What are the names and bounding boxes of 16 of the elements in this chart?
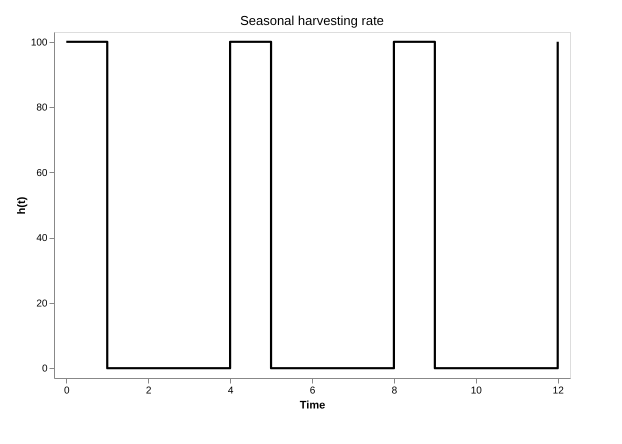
y-tick-label: 40 — [36, 233, 48, 244]
x-tick-label: 10 — [470, 386, 482, 396]
y-axis-title: h(t) — [16, 196, 28, 214]
x-tick-label: 4 — [228, 386, 234, 396]
y-tick-label: 20 — [36, 298, 48, 310]
y-tick-label: 80 — [36, 102, 48, 114]
x-tick-label: 0 — [64, 386, 70, 396]
y-tick-label: 0 — [42, 364, 48, 375]
chart-title: Seasonal harvesting rate — [240, 13, 384, 28]
x-tick-label: 2 — [146, 386, 152, 396]
x-tick-label: 12 — [552, 386, 564, 396]
y-tick-label: 100 — [30, 37, 48, 48]
y-tick-label: 60 — [36, 168, 48, 179]
x-axis-title: Time — [300, 400, 326, 412]
x-tick-label: 8 — [392, 386, 398, 396]
x-tick-label: 6 — [310, 386, 316, 396]
